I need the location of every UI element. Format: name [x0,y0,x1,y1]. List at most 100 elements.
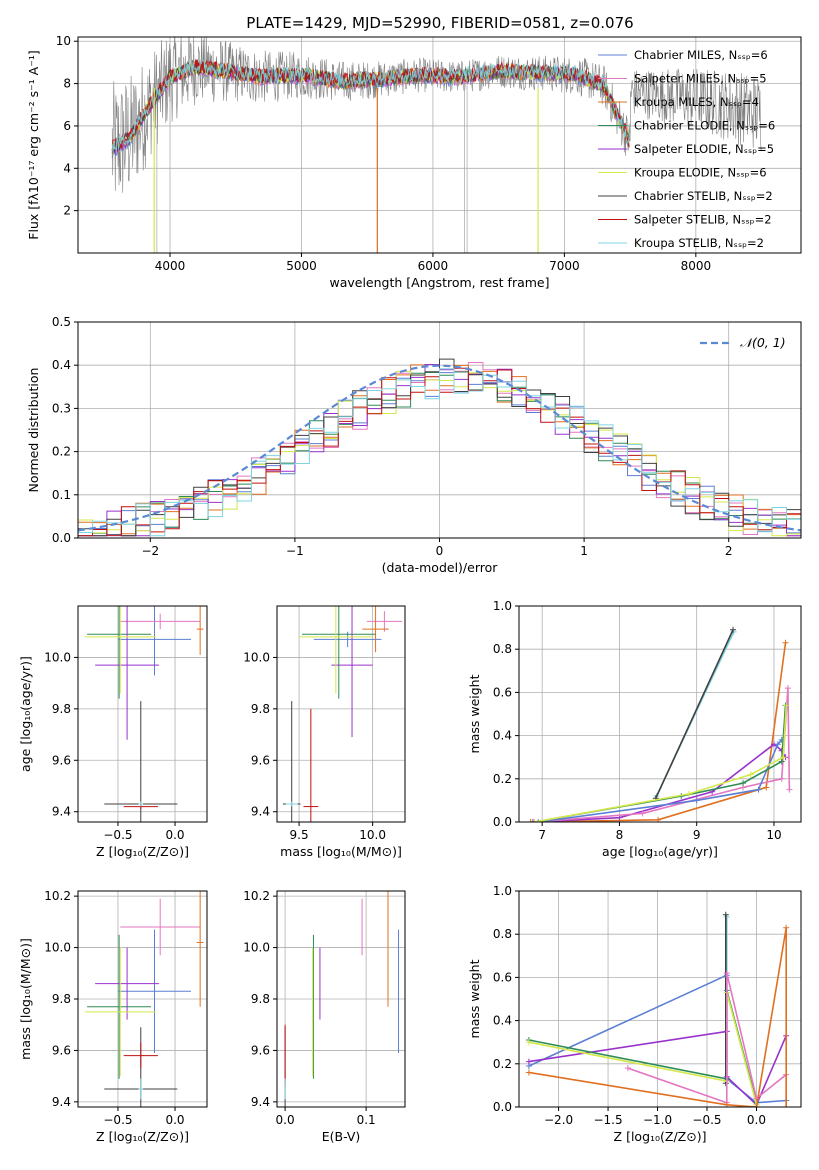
weight-marker [531,819,538,822]
y-tick-label: 10.0 [44,941,71,955]
errorbar-point [95,606,160,740]
y-axis-label: mass [log₁₀(M/M⊙)] [18,938,33,1060]
axes-frame [77,890,208,1108]
x-tick-label: 0.0 [747,1113,766,1127]
legend: 𝒩(0, 1) [700,335,786,350]
legend-entry: 𝒩(0, 1) [740,335,786,350]
weight-marker [763,784,770,791]
plot-area [284,891,400,1107]
y-tick-label: 0.0 [493,815,512,829]
errorbar-point [366,611,403,632]
legend: Chabrier MILES, Nₛₛₚ=6 Salpeter MILES, Nₛ… [598,48,775,250]
weight-line [528,990,758,1103]
x-tick-label: 0.0 [276,1113,295,1127]
x-tick-label: 0.0 [165,1113,184,1127]
legend-entry: Kroupa ELODIE, Nₛₛₚ=6 [634,166,767,180]
histogram-step [78,358,801,537]
weight-marker [639,810,646,817]
y-tick-label: 0.2 [52,445,71,459]
y-tick-label: 9.4 [52,805,71,819]
y-tick-label: 2 [63,204,71,218]
y-tick-label: 0.8 [493,642,512,656]
panel-spectrum: 4000 5000 6000 7000 8000 2 4 6 8 10 wavelength [An… [26,34,802,290]
weight-marker [786,786,793,793]
weight-marker [778,758,785,765]
weight-marker [783,702,790,709]
x-axis-label: Z [log₁₀(Z/Z⊙)] [96,844,189,859]
y-tick-label: 4 [63,161,71,175]
y-axis-label: age [log₁₀(age/yr)] [18,656,33,772]
x-tick-label: 5000 [286,259,317,273]
y-tick-label: 10.0 [44,650,71,664]
y-tick-label: 0.6 [493,685,512,699]
x-tick-label: −1.5 [593,1113,622,1127]
weight-marker [783,924,790,931]
x-tick-label: 9 [693,828,701,842]
y-axis-label: Normed distribution [26,368,41,493]
plot-area [84,606,204,822]
y-tick-label: 1.0 [493,599,512,613]
y-tick-label: 0.0 [52,531,71,545]
plot-area [78,358,801,537]
x-tick-label: −2 [141,544,159,558]
errorbar-point [84,947,156,1077]
y-axis-label: mass weight [467,959,482,1038]
weight-marker [753,1104,760,1107]
weight-marker [685,790,692,797]
x-axis-label: (data-model)/error [382,560,499,575]
axes-frame [276,605,406,823]
weight-marker [624,1065,631,1072]
legend-entry: Chabrier ELODIE, Nₛₛₚ=6 [634,119,775,133]
axes-frame [77,605,208,823]
errorbar-point [362,606,389,653]
legend-entry: Salpeter ELODIE, Nₛₛₚ=5 [634,142,774,156]
x-axis-label: E(B-V) [322,1129,361,1144]
gridlines [277,606,405,822]
errorbar-point [120,898,201,956]
x-tick-label: 9.5 [290,828,309,842]
y-tick-label: 0.6 [493,970,512,984]
y-tick-label: 9.6 [251,753,270,767]
legend-entry: Salpeter STELIB, Nₛₛₚ=2 [634,213,772,227]
panel-weight_vs_Z: −2.0 −1.5 −1.0 −0.5 0.0 0.0 0.2 0.4 0.6 0.8 1.0 Z [… [467,884,802,1144]
y-tick-label: 0.2 [493,772,512,786]
legend-entry: Chabrier MILES, Nₛₛₚ=6 [634,48,768,62]
panel-residuals: −2 −1 0 1 2 0.0 0.1 0.2 0.3 0.4 0.5 (data-model)/er… [26,315,802,575]
x-tick-label: −0.5 [103,828,132,842]
panel-weight_vs_age: 7 8 9 10 0.0 0.2 0.4 0.6 0.8 1.0 age [log₁₀(age/yr… [467,599,802,859]
weight-marker [527,819,534,822]
x-axis-label: Z [log₁₀(Z/Z⊙)] [614,1129,707,1144]
errorbar-point [285,801,298,807]
weight-line [530,642,787,822]
weight-marker [730,626,737,633]
y-tick-label: 10.0 [243,650,270,664]
x-tick-label: 0.0 [165,828,184,842]
weight-marker [525,1058,532,1065]
y-tick-label: 9.6 [251,1043,270,1057]
errorbar-point [196,891,204,1007]
weight-marker [755,786,762,793]
y-axis-label: Flux [fλ10⁻¹⁷ erg cm⁻² s⁻¹ A⁻¹] [26,50,41,239]
x-tick-label: 8 [616,828,624,842]
errorbar-point [123,1042,158,1069]
y-tick-label: 9.8 [251,702,270,716]
y-tick-label: 0.4 [52,358,71,372]
x-tick-label: 10.0 [359,828,386,842]
panel-age_vs_Z: −0.5 0.0 9.4 9.6 9.8 10.0 Z [log₁₀(Z/Z⊙)] age [… [18,605,208,859]
y-tick-label: 0.5 [52,315,71,329]
figure-title: PLATE=1429, MJD=52990, FIBERID=0581, z=0… [246,14,633,32]
x-tick-label: 2 [725,544,733,558]
y-tick-label: 9.8 [251,992,270,1006]
y-tick-label: 10.2 [44,889,71,903]
y-tick-label: 0.4 [493,1014,512,1028]
gridlines [78,321,801,539]
weight-line [528,992,758,1106]
plot-area [111,37,762,253]
x-tick-label: 0.1 [357,1113,376,1127]
y-tick-label: 0.0 [493,1100,512,1114]
y-tick-label: 0.8 [493,927,512,941]
axes-frame [518,890,802,1108]
legend-entry: Chabrier STELIB, Nₛₛₚ=2 [634,189,773,203]
weight-marker [722,911,729,918]
x-tick-label: 1 [580,544,588,558]
